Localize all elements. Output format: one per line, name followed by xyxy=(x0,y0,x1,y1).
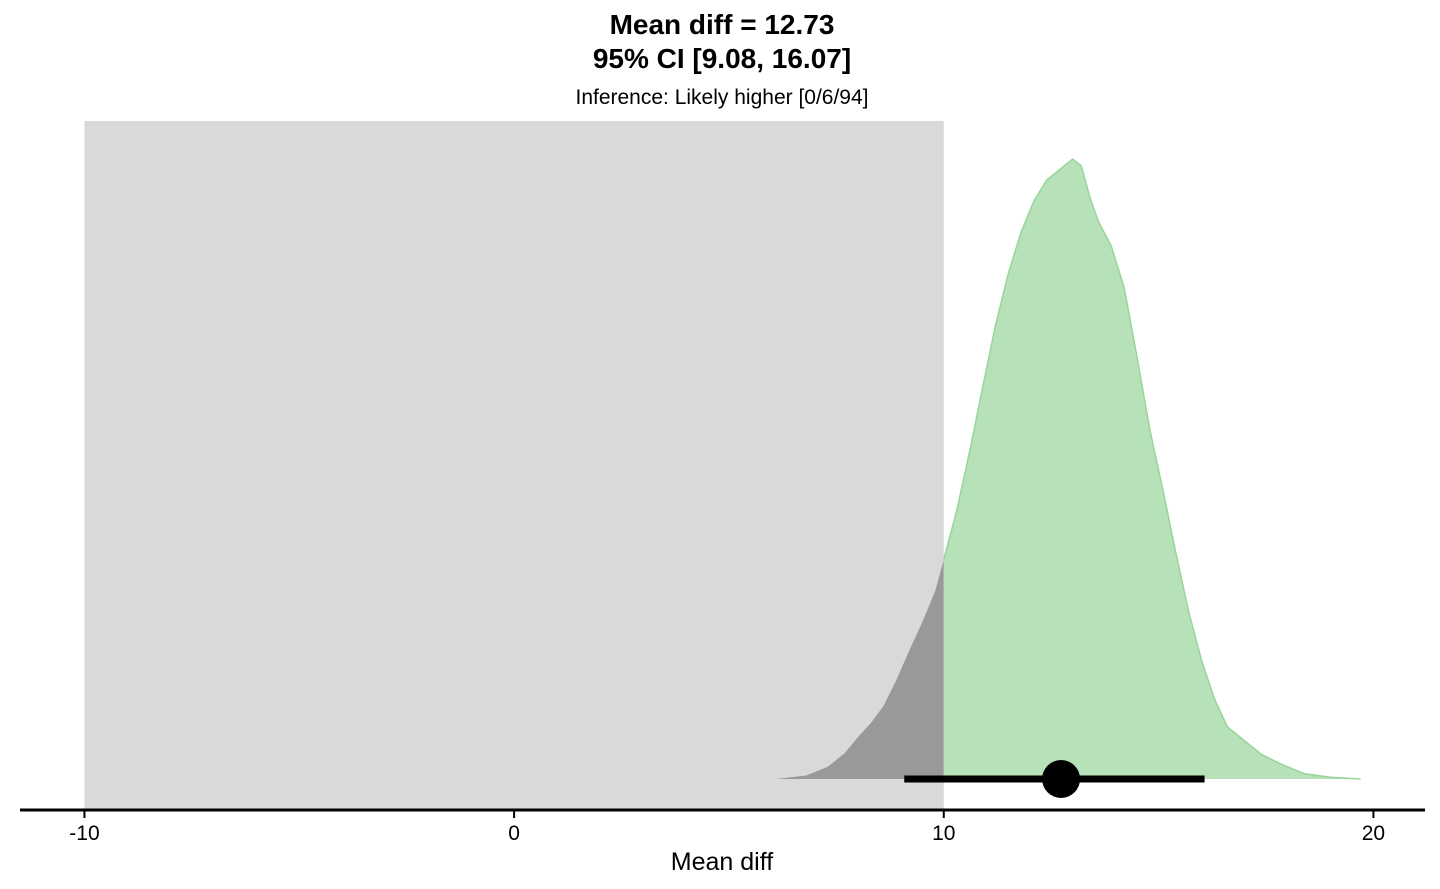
density-area-below-threshold xyxy=(776,559,944,779)
x-tick-label: 20 xyxy=(1362,822,1385,845)
x-tick-label: -10 xyxy=(69,822,99,845)
reference-region xyxy=(84,121,944,810)
x-axis-title: Mean diff xyxy=(671,848,773,876)
density-outline xyxy=(943,158,1361,780)
chart-title-line-1: Mean diff = 12.73 xyxy=(610,9,835,40)
point-estimate xyxy=(1042,760,1081,798)
density-area-above-threshold xyxy=(943,159,1361,779)
x-tick-label: 10 xyxy=(932,822,955,845)
chart-subtitle: Inference: Likely higher [0/6/94] xyxy=(575,86,868,109)
chart-title-line-2: 95% CI [9.08, 16.07] xyxy=(593,43,851,74)
x-axis-ticks: -10 0 10 20 xyxy=(69,810,1385,845)
x-tick-label: 0 xyxy=(508,822,520,845)
